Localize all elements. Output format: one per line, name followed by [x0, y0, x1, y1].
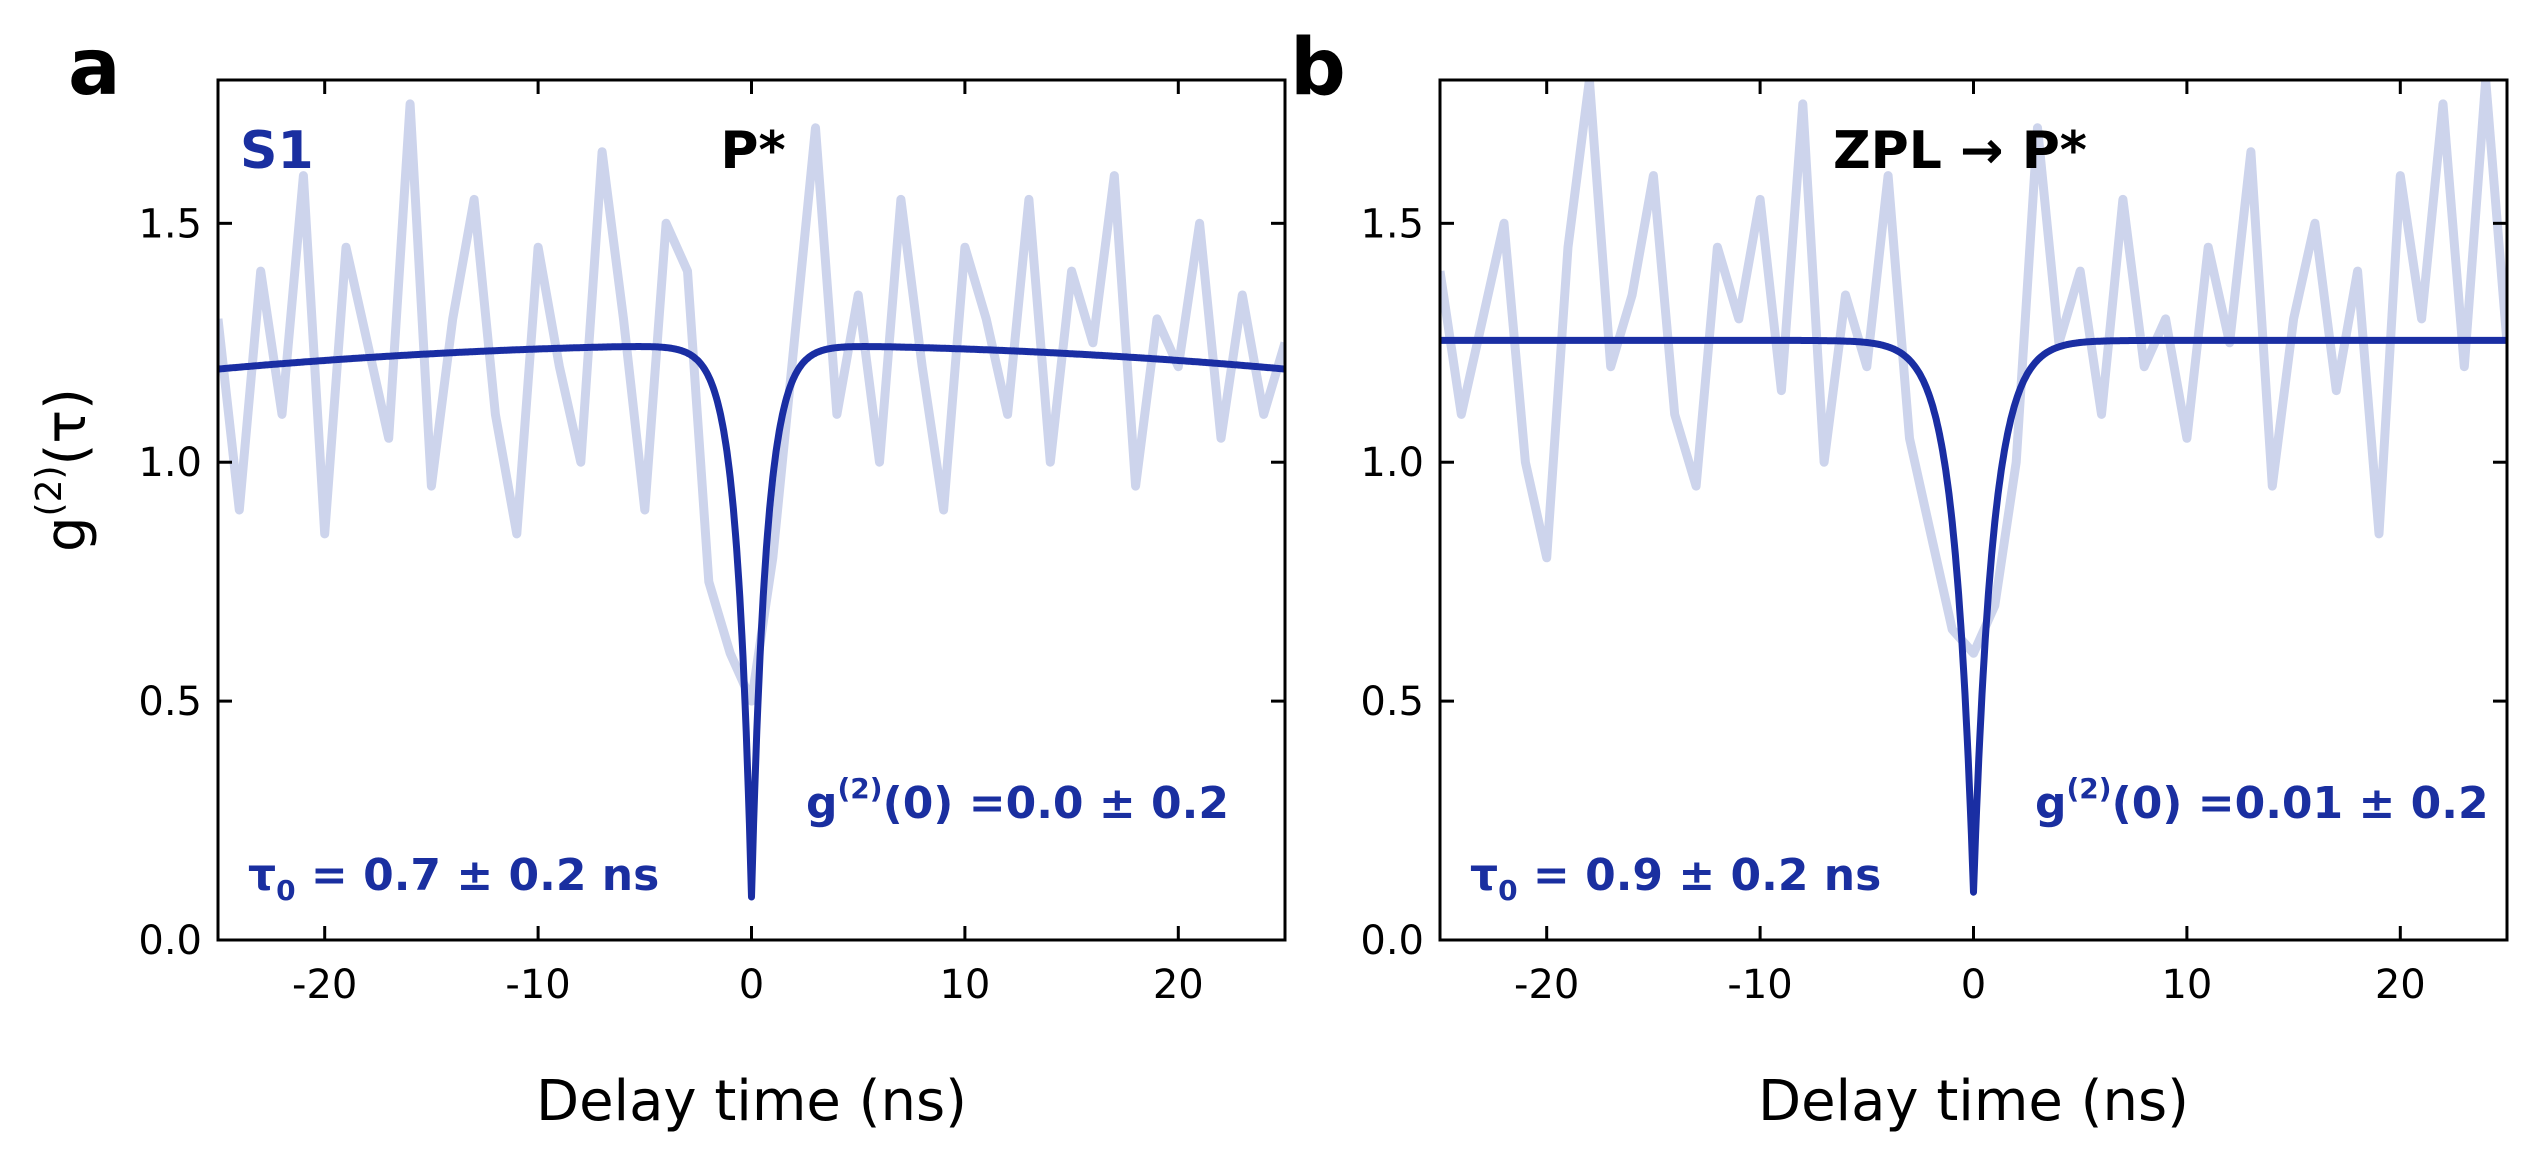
x-tick-label: -20: [292, 962, 357, 1008]
y-tick-label: 1.5: [138, 201, 202, 247]
y-tick-label: 1.0: [138, 440, 202, 486]
x-tick-label: 0: [1961, 962, 1986, 1008]
x-tick-label: -10: [1727, 962, 1792, 1008]
tau-annotation: τ0 = 0.9 ± 0.2 ns: [1470, 850, 1881, 907]
series-raw-data: [218, 99, 1285, 706]
panel-label: a: [68, 23, 121, 113]
x-axis-label: Delay time (ns): [1758, 1069, 2189, 1134]
y-tick-label: 1.0: [1360, 440, 1424, 486]
x-tick-label: -20: [1514, 962, 1579, 1008]
panel-title: ZPL → P*: [1833, 121, 2087, 181]
series-fit: [218, 343, 1285, 901]
y-tick-label: 1.5: [1360, 201, 1424, 247]
panel-b: -20 -10 0 10 20 0.0 0.5 1.0 1.5 Delay time (ns) b Z…: [1290, 23, 2509, 1134]
x-tick-label: 10: [2161, 962, 2212, 1008]
series-fit: [1440, 336, 2507, 896]
g2-annotation: g(2)(0) =0.0 ± 0.2: [806, 772, 1229, 829]
tau-annotation: τ0 = 0.7 ± 0.2 ns: [248, 850, 659, 907]
panel-a: -20 -10 0 10 20 0.0 0.5 1.0 1.5 Delay time (ns) a P…: [68, 23, 1287, 1134]
x-axis-label: Delay time (ns): [536, 1069, 967, 1134]
x-tick-label: 0: [739, 962, 764, 1008]
x-tick-label: -10: [505, 962, 570, 1008]
panel-title: P*: [720, 121, 785, 181]
x-tick-label: 20: [2375, 962, 2426, 1008]
sample-label: S1: [240, 121, 314, 181]
x-tick-label: 10: [939, 962, 990, 1008]
g2-annotation: g(2)(0) =0.01 ± 0.2: [2035, 772, 2489, 829]
y-tick-label: 0.5: [1360, 679, 1424, 725]
y-tick-label: 0.5: [138, 679, 202, 725]
y-tick-label: 0.0: [1360, 918, 1424, 964]
x-tick-label: 20: [1153, 962, 1204, 1008]
panel-label: b: [1290, 23, 1346, 113]
y-tick-label: 0.0: [138, 918, 202, 964]
y-axis-label: g(2)(τ): [29, 388, 99, 552]
